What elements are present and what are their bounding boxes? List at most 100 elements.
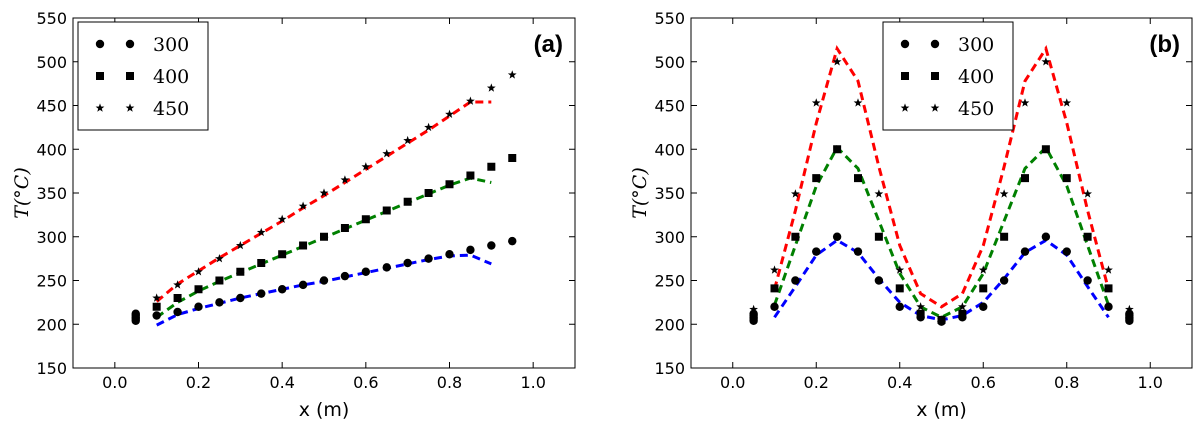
data-point-300-10 [874,276,884,285]
data-point-400-10 [979,284,988,293]
y-axis-label: T(°C) [11,167,33,219]
legend-marker-300 [125,39,135,49]
x-tick-label: 0.8 [1054,373,1079,392]
data-point-450-8 [916,302,925,311]
data-point-300-18 [1041,232,1051,241]
data-point-400-13 [424,189,433,197]
series-line-300 [156,253,492,327]
data-point-400-0 [152,302,161,311]
legend-marker-300 [930,39,940,49]
y-tick-label: 200 [36,315,67,334]
data-point-450-9 [937,315,946,324]
legend-label-300: 300 [958,34,994,56]
legend-label-400: 400 [958,66,994,88]
x-tick-label: 0.6 [353,373,378,392]
data-point-300-8 [832,232,842,241]
data-point-300-22 [508,236,517,246]
data-point-450-6 [874,189,884,198]
data-point-400-0 [770,284,779,293]
legend-marker-450 [125,103,135,112]
data-point-400-12 [1021,174,1029,183]
legend-marker-450 [95,103,105,112]
data-point-400-14 [1062,174,1071,183]
data-point-400-2 [194,285,203,294]
y-tick-label: 550 [36,9,67,28]
data-point-300-8 [215,298,224,307]
data-point-400-16 [487,162,496,171]
data-point-450-3 [215,254,224,263]
data-point-300-19 [1062,247,1071,256]
data-point-300-6 [173,307,182,317]
data-point-450-0 [749,304,758,314]
legend-label-450: 450 [958,98,994,120]
data-point-400-1 [173,294,182,302]
legend-marker-400 [901,72,909,80]
x-tick-label: 0.6 [971,373,996,392]
data-point-300-13 [319,276,329,285]
data-point-300-21 [1104,302,1113,311]
data-point-300-17 [403,258,412,268]
data-point-450-14 [1041,57,1051,66]
data-point-450-0 [152,293,162,302]
chart-panel-b: 0.0 0.2 0.4 0.6 0.8 1.0 150 200 250 300 350 400 450 5… [629,9,1193,421]
data-point-450-10 [958,302,967,311]
x-tick-label: 1.0 [520,373,545,392]
data-point-450-18 [1125,304,1134,314]
data-point-450-4 [235,240,245,250]
legend-marker-400 [931,72,939,80]
data-point-300-16 [999,276,1009,285]
data-point-300-9 [236,293,245,303]
data-point-450-17 [507,70,517,79]
data-point-450-5 [256,227,266,237]
y-tick-label: 300 [36,228,67,247]
data-point-450-16 [1083,189,1092,198]
data-point-450-4 [832,57,842,66]
data-point-450-13 [1020,98,1030,107]
data-point-300-16 [382,263,391,272]
y-tick-label: 500 [36,53,67,72]
x-axis-label: x (m) [299,399,350,421]
data-point-450-15 [466,96,475,105]
data-point-450-17 [1104,265,1113,274]
data-point-450-6 [277,214,287,223]
data-point-300-18 [424,254,433,263]
y-tick-label: 250 [36,272,67,291]
data-point-450-11 [382,149,392,158]
x-axis-label: x (m) [916,399,967,421]
data-point-300-5 [770,302,779,311]
data-point-300-20 [466,245,475,255]
data-point-300-7 [812,247,821,256]
data-point-300-19 [445,250,454,259]
series-line-450 [773,44,1110,309]
data-point-400-16 [1104,284,1113,293]
data-point-450-7 [298,201,308,210]
data-point-400-7 [299,241,308,250]
data-point-300-4 [131,309,140,318]
data-point-450-3 [811,98,821,107]
y-tick-label: 200 [654,315,685,334]
data-point-400-5 [257,259,266,267]
data-point-400-5 [874,232,883,241]
data-point-450-12 [403,135,413,145]
data-point-300-7 [194,302,203,311]
y-tick-label: 450 [654,97,685,116]
legend-label-450: 450 [153,98,189,120]
data-point-450-1 [770,265,779,274]
data-point-400-4 [236,267,245,276]
x-tick-label: 0.0 [102,373,127,392]
panel-label: (a) [534,31,563,58]
data-point-300-12 [298,280,308,290]
data-point-300-15 [979,302,988,311]
x-tick-label: 0.0 [720,373,745,392]
data-point-450-12 [999,189,1009,198]
legend-marker-300 [900,39,910,49]
data-point-450-13 [424,122,433,132]
data-point-400-12 [403,197,412,206]
data-point-400-2 [812,174,821,183]
data-point-400-8 [320,232,328,241]
data-point-450-2 [194,267,203,276]
data-point-300-14 [340,271,350,281]
data-point-400-17 [508,154,517,162]
data-point-450-1 [173,280,182,289]
